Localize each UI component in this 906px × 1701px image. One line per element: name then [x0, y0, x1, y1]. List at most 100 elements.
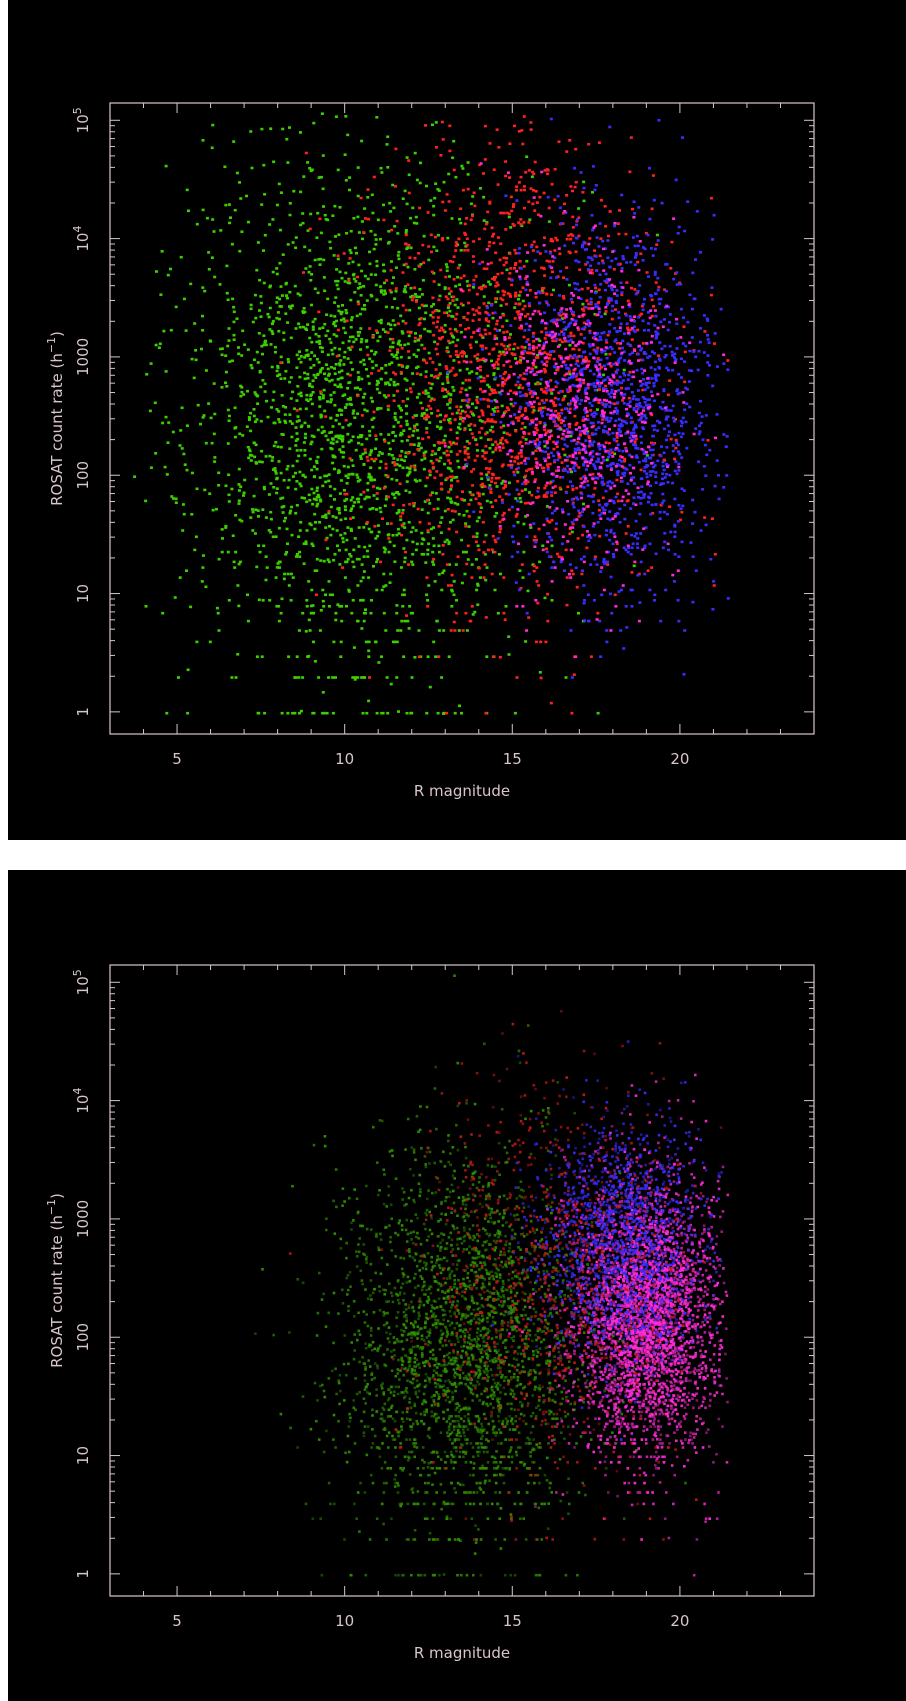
data-point — [675, 388, 679, 391]
data-point — [493, 278, 496, 281]
data-point — [573, 407, 577, 411]
data-point — [376, 557, 379, 561]
data-point — [437, 459, 441, 463]
data-point — [436, 376, 440, 380]
data-point — [466, 452, 470, 456]
data-point — [494, 448, 498, 452]
data-point — [329, 246, 333, 250]
data-point — [611, 462, 615, 465]
data-point — [456, 355, 460, 358]
data-point — [653, 360, 657, 364]
data-point — [615, 294, 619, 297]
data-point — [634, 532, 638, 535]
data-point — [475, 292, 479, 296]
data-point — [260, 203, 264, 206]
data-point — [420, 414, 424, 417]
data-point — [646, 356, 650, 359]
data-point — [588, 460, 592, 463]
data-point — [224, 203, 228, 207]
data-point — [548, 250, 552, 254]
data-point — [666, 424, 670, 427]
data-point — [513, 413, 517, 416]
data-point — [554, 385, 558, 389]
data-point — [349, 398, 353, 401]
data-point — [615, 439, 619, 443]
data-point — [658, 510, 662, 514]
data-point — [323, 213, 327, 217]
data-point — [375, 116, 379, 119]
data-point — [273, 350, 277, 354]
data-point — [636, 353, 640, 356]
data-point — [367, 699, 371, 703]
data-point — [534, 445, 538, 448]
data-point — [524, 438, 528, 441]
data-point — [366, 353, 370, 357]
data-point — [389, 345, 393, 349]
data-point — [570, 521, 574, 524]
data-point — [571, 526, 575, 529]
data-point — [449, 450, 453, 453]
data-point — [344, 115, 348, 118]
data-point — [493, 588, 497, 592]
data-point — [634, 425, 638, 429]
data-point — [567, 250, 571, 254]
data-point — [322, 559, 326, 563]
data-point — [407, 244, 411, 247]
data-point — [495, 319, 499, 323]
data-point — [626, 525, 630, 528]
data-point — [494, 391, 498, 394]
data-point — [211, 508, 215, 512]
data-point — [569, 334, 573, 338]
data-point — [388, 201, 392, 205]
data-point — [356, 584, 360, 587]
data-point — [633, 330, 637, 334]
data-point — [397, 510, 401, 514]
data-point — [570, 676, 574, 679]
data-point — [476, 584, 480, 587]
data-point — [256, 711, 260, 715]
data-point — [295, 353, 299, 357]
data-point — [289, 307, 293, 310]
data-point — [438, 329, 442, 332]
data-point — [299, 709, 303, 713]
data-point — [608, 352, 612, 356]
data-point — [633, 212, 637, 215]
data-point — [643, 400, 647, 404]
data-point — [498, 391, 502, 394]
data-point — [608, 378, 612, 381]
data-point — [341, 394, 345, 398]
data-point — [523, 304, 527, 308]
data-point — [502, 293, 506, 297]
data-point — [374, 640, 378, 644]
data-point — [186, 711, 190, 715]
data-point — [207, 251, 211, 254]
data-point — [588, 439, 592, 443]
data-point — [366, 481, 370, 485]
data-point — [363, 308, 367, 311]
data-point — [464, 378, 468, 382]
data-point — [609, 297, 613, 300]
data-point — [270, 406, 273, 409]
data-point — [263, 711, 267, 715]
data-point — [519, 188, 523, 192]
data-point — [681, 416, 685, 420]
data-point — [632, 325, 636, 329]
data-point — [182, 297, 186, 301]
data-point — [351, 676, 355, 679]
data-point — [452, 295, 456, 299]
data-point — [277, 182, 281, 186]
data-point — [598, 383, 602, 387]
data-point — [329, 505, 333, 509]
data-point — [612, 555, 616, 559]
data-point — [255, 268, 259, 272]
data-point — [363, 392, 367, 396]
data-point — [609, 345, 613, 349]
data-point — [367, 382, 371, 385]
data-point — [154, 343, 158, 347]
data-point — [596, 375, 600, 378]
data-point — [531, 411, 535, 414]
data-point — [722, 433, 726, 436]
data-point — [567, 283, 571, 287]
data-point — [424, 484, 428, 488]
data-point — [445, 563, 449, 566]
